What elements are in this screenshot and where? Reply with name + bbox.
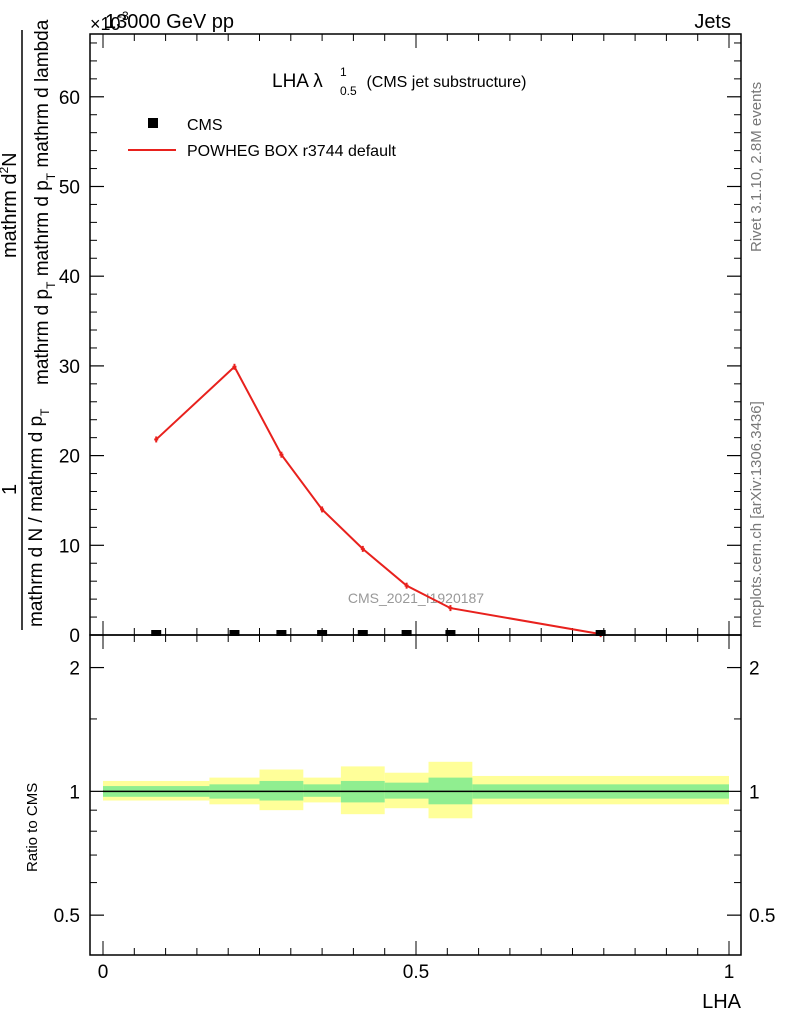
- series-layer: [154, 363, 603, 638]
- cms-data-point: [595, 630, 606, 636]
- ratio-y-tick-label-right: 2: [749, 659, 760, 680]
- ratio-axis-ticks: 0.5 0.5 1 1 2 2 0 0.5 1: [54, 635, 775, 983]
- cms-data-point: [276, 630, 287, 636]
- ratio-y-tick-label-right: 1: [749, 782, 760, 803]
- cms-data-point: [401, 630, 412, 636]
- y-tick-label: 10: [59, 536, 80, 557]
- exponent-label: ×10: [90, 14, 121, 34]
- y-tick-label: 50: [59, 177, 80, 198]
- y-axis-title-numerator: 1: [0, 484, 21, 495]
- legend-cms-label: CMS: [187, 117, 223, 134]
- y-axis-title-denominator: mathrm d N / mathrm d pT: [26, 408, 52, 627]
- title-main: LHA λ: [272, 71, 323, 92]
- legend-powheg-label: POWHEG BOX r3744 default: [187, 143, 397, 160]
- mcplots-label: mcplots.cern.ch [arXiv:1306.3436]: [748, 401, 765, 628]
- energy-label: 13000 GeV pp: [105, 11, 234, 33]
- rivet-label: Rivet 3.1.10, 2.8M events: [748, 82, 765, 252]
- watermark: CMS_2021_I1920187: [348, 590, 484, 606]
- y-axis-title-denominator-mid: mathrm d pT mathrm d pT mathrm d lambda: [32, 19, 58, 385]
- y-axis-title-top: mathrm d2N: [0, 152, 21, 258]
- y-tick-label: 0: [69, 626, 80, 647]
- exponent-power: -3: [118, 9, 129, 23]
- ratio-y-tick-label: 1: [69, 782, 80, 803]
- ratio-band-green: [303, 784, 341, 797]
- ratio-y-tick-label: 2: [69, 659, 80, 680]
- x-tick-label: 0: [98, 962, 109, 983]
- powheg-series-line: [155, 365, 601, 636]
- y-tick-label: 20: [59, 447, 80, 468]
- y-axis-title: 1 mathrm d2N mathrm d pT mathrm d pT mat…: [0, 19, 58, 630]
- title-sub: 0.5: [340, 84, 357, 98]
- main-axis-ticks: 0 10 20 30 40 50 60: [59, 34, 741, 647]
- x-axis-title: LHA: [702, 991, 742, 1013]
- ratio-bands: [103, 761, 729, 819]
- cms-points: [151, 630, 606, 636]
- cms-data-point: [445, 630, 456, 636]
- title-sup: 1: [340, 65, 347, 79]
- cms-data-point: [357, 630, 368, 636]
- legend-cms-marker: [148, 118, 158, 128]
- plot-title: LHA λ 1 0.5 (CMS jet substructure): [272, 65, 526, 98]
- x-tick-label: 0.5: [403, 962, 429, 983]
- x-tick-label: 1: [724, 962, 735, 983]
- y-tick-label: 60: [59, 88, 80, 109]
- y-tick-label: 40: [59, 267, 80, 288]
- cms-data-point: [151, 630, 162, 636]
- jets-label: Jets: [694, 11, 731, 33]
- ratio-y-axis-title: Ratio to CMS: [24, 783, 41, 872]
- cms-data-point: [229, 630, 240, 636]
- ratio-y-tick-label: 0.5: [54, 906, 80, 927]
- y-tick-label: 30: [59, 357, 80, 378]
- ratio-y-tick-label-right: 0.5: [749, 906, 775, 927]
- legend: CMS POWHEG BOX r3744 default: [128, 117, 397, 160]
- title-rest: (CMS jet substructure): [362, 74, 526, 91]
- cms-data-point: [317, 630, 328, 636]
